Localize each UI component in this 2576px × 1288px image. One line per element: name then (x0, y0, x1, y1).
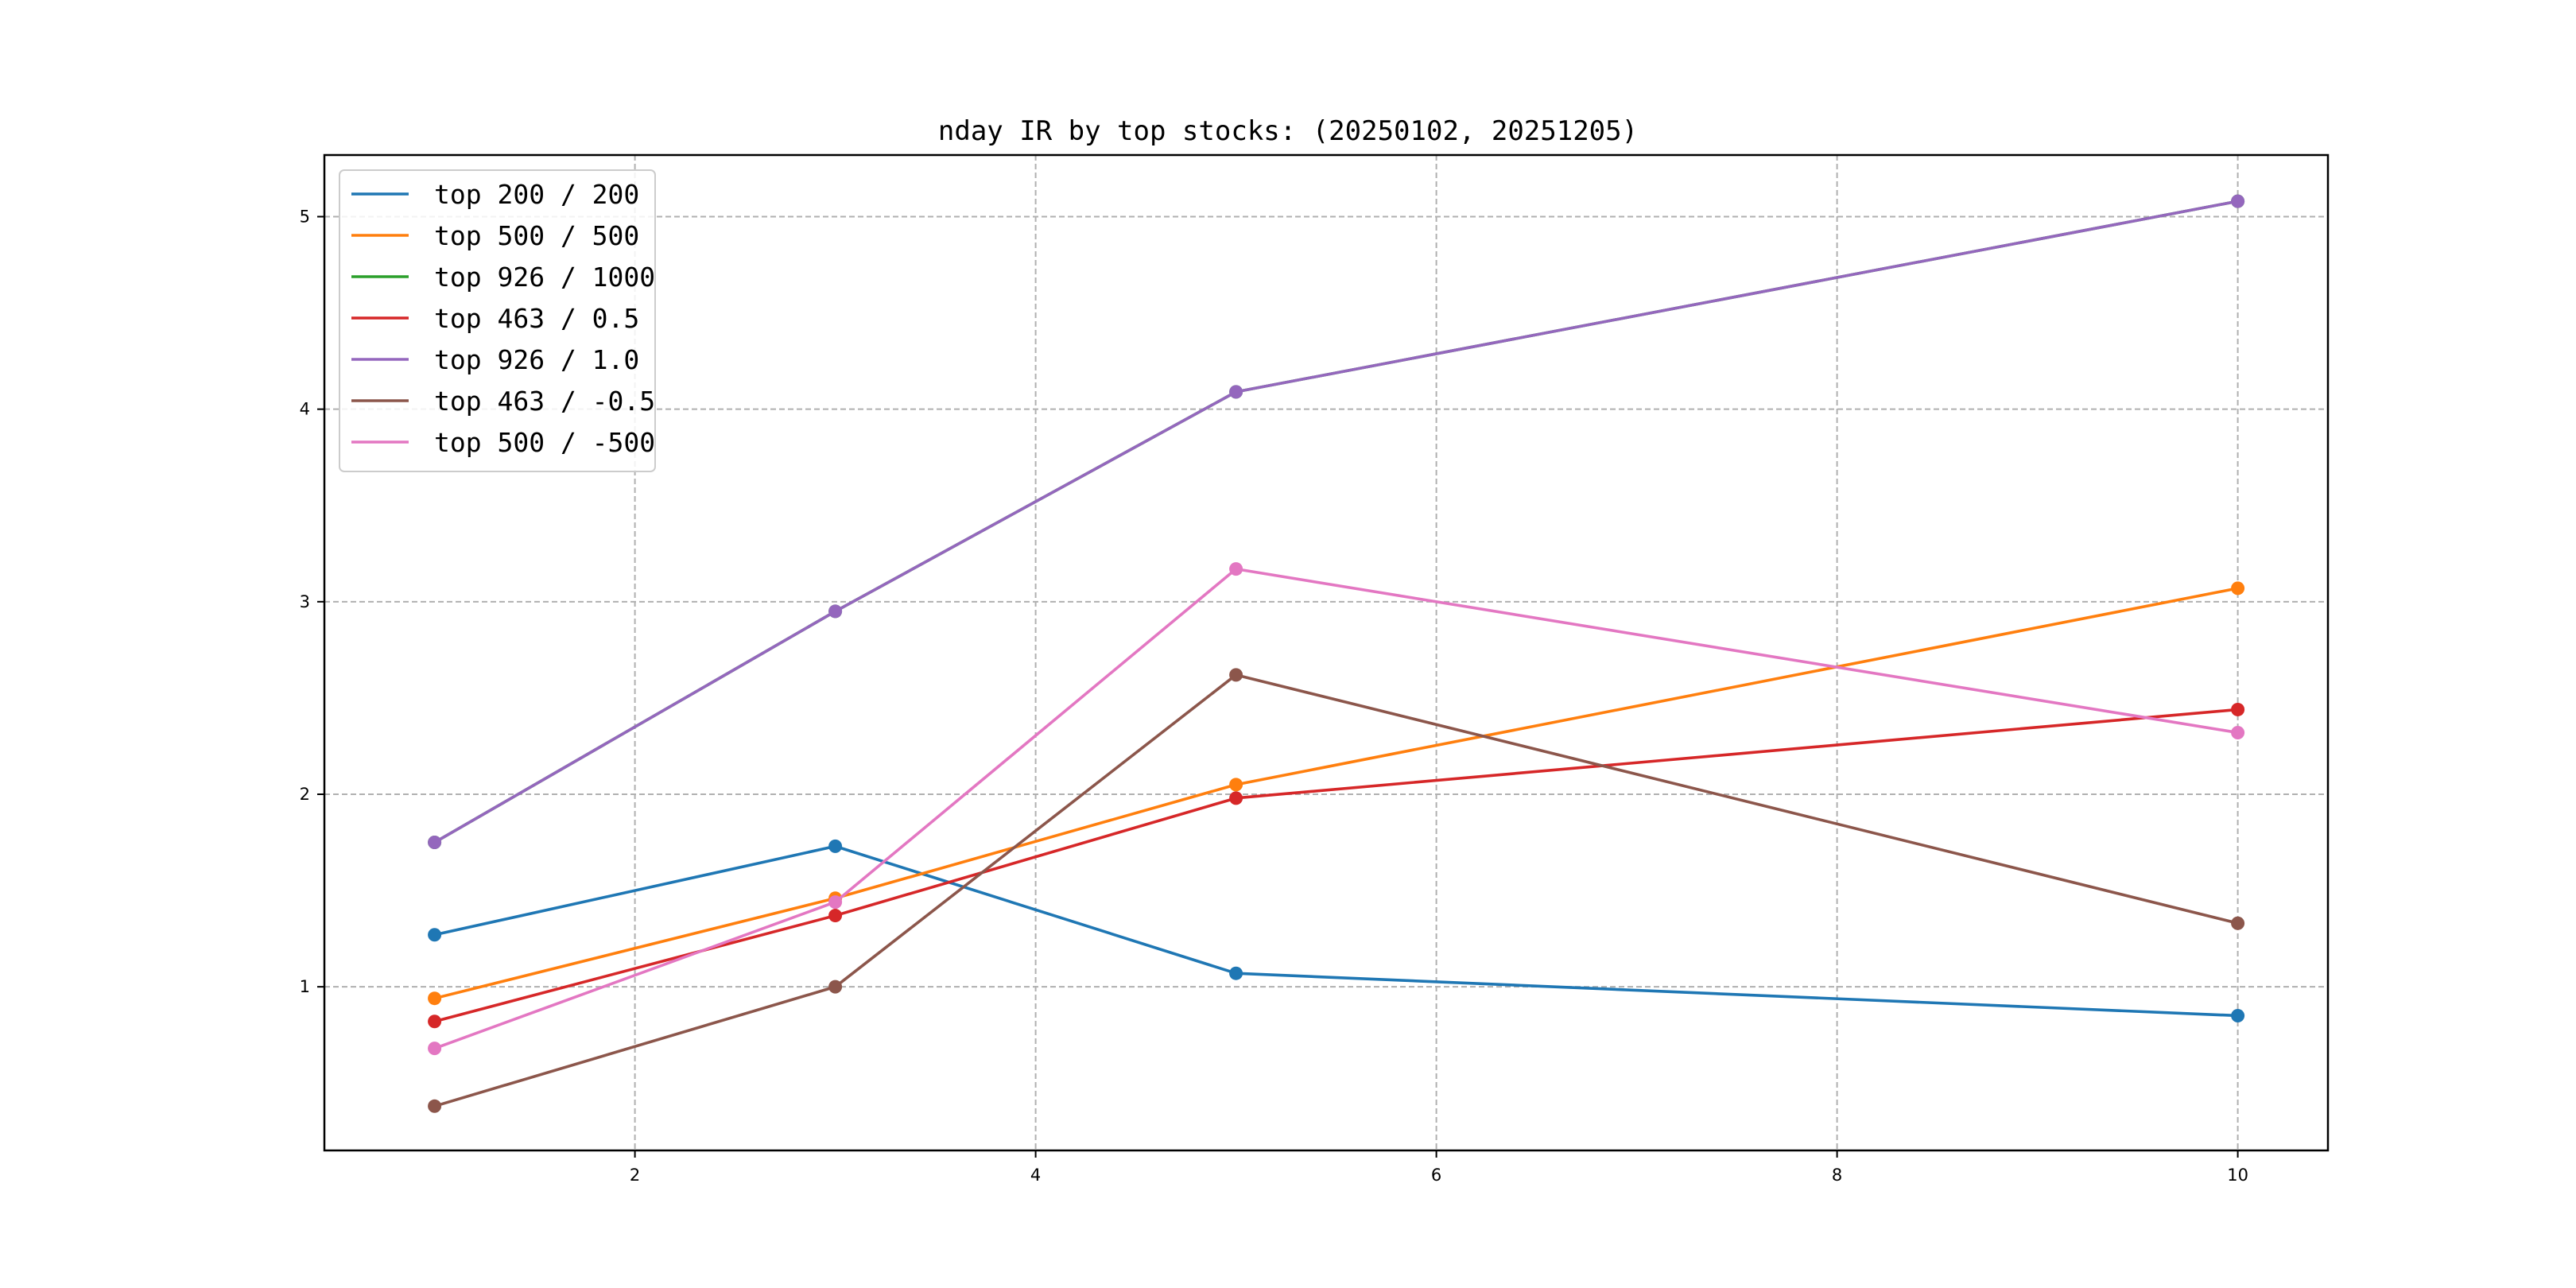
y-tick-label: 4 (300, 400, 310, 419)
series-line (433, 200, 2238, 844)
legend-label: top 926 / 1.0 (434, 344, 639, 375)
chart-title: nday IR by top stocks: (20250102, 202512… (938, 115, 1638, 147)
data-point (2231, 725, 2245, 739)
y-tick-label: 2 (300, 785, 310, 804)
series-4 (428, 194, 2245, 850)
data-point (1229, 385, 1243, 399)
y-tick-label: 3 (300, 592, 310, 611)
plot-frame (323, 153, 2330, 1152)
series-3 (428, 702, 2245, 1029)
series-line (433, 200, 2238, 844)
data-point (2231, 581, 2245, 596)
y-tick-label: 5 (300, 207, 310, 226)
data-point (828, 895, 843, 910)
y-axis: 1 2 3 4 5 (300, 207, 324, 996)
data-point (428, 928, 442, 942)
data-point (1229, 791, 1243, 805)
y-tick-label: 1 (300, 977, 310, 996)
gridlines (324, 155, 2328, 1150)
series-1 (428, 581, 2245, 1006)
series-2 (428, 194, 2245, 850)
data-point (1229, 668, 1243, 682)
data-point (2231, 194, 2245, 208)
data-point (1229, 562, 1243, 576)
series-line (434, 587, 2238, 1000)
x-axis: 2 4 6 8 10 (630, 1150, 2248, 1185)
legend: top 200 / 200 top 500 / 500 top 926 / 1000… (339, 169, 656, 472)
series-6 (428, 562, 2245, 1056)
legend-label: top 463 / -0.5 (434, 386, 655, 417)
data-point (828, 909, 843, 923)
data-point (1229, 778, 1243, 792)
legend-label: top 500 / 500 (434, 220, 639, 251)
x-tick-label: 8 (1832, 1166, 1842, 1185)
x-tick-label: 10 (2227, 1166, 2248, 1185)
x-tick-label: 4 (1030, 1166, 1041, 1185)
series-line (433, 567, 2238, 1050)
series-0 (428, 839, 2245, 1022)
series-line (434, 673, 2239, 1108)
data-point (2231, 1008, 2245, 1022)
series-5 (428, 668, 2245, 1113)
data-point (428, 1014, 442, 1029)
data-point (428, 1042, 442, 1056)
data-point (428, 1099, 442, 1113)
legend-label: top 200 / 200 (434, 179, 639, 210)
data-point (828, 980, 843, 994)
series-line (434, 844, 2238, 1018)
legend-label: top 500 / -500 (434, 427, 655, 458)
legend-box (339, 169, 656, 472)
data-point (428, 836, 442, 850)
data-point (428, 991, 442, 1006)
data-point (828, 839, 843, 853)
data-point (2231, 702, 2245, 716)
x-tick-label: 2 (630, 1166, 640, 1185)
data-point (1229, 966, 1243, 980)
legend-label: top 463 / 0.5 (434, 303, 639, 334)
data-point (828, 604, 843, 619)
series-layer (428, 194, 2245, 1113)
series-line (434, 708, 2238, 1023)
legend-label: top 926 / 1000 (434, 262, 655, 293)
data-point (2231, 916, 2245, 930)
x-tick-label: 6 (1431, 1166, 1441, 1185)
